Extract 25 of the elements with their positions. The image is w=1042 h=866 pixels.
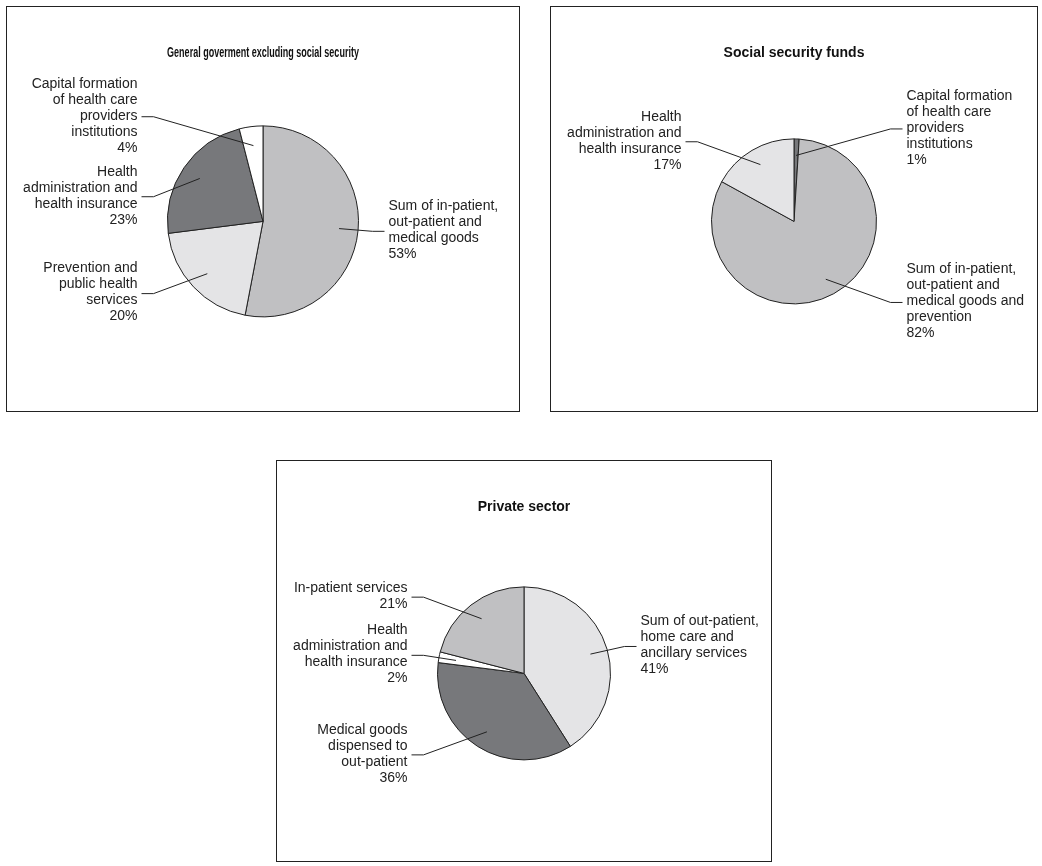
data-label: 20% [109,307,138,324]
slice-label: Health administration and health insurance [293,621,408,670]
slice-label: Sum of in-patient, out-patient and medical goods and prevention [906,260,1025,325]
slice-label: Capital formation of health care providers institutions [906,86,1013,151]
data-label: 17% [653,155,682,172]
slice-label: Capital formation of health care providers institutions [31,74,138,139]
data-label: 4% [117,138,138,155]
slice-label: In-patient services [293,579,408,596]
data-label: 36% [379,768,408,785]
data-label: 82% [906,324,935,341]
data-label: 21% [379,595,408,612]
data-label: 2% [387,669,408,686]
chart-title: Private sector [477,498,571,515]
chart-title: Social security funds [723,44,865,61]
data-label: 23% [109,210,138,227]
data-label: 41% [640,660,669,677]
data-label: 1% [906,150,927,167]
slice-label: Sum of out-patient, home care and ancillary services [640,612,759,661]
slice-label: Health administration and health insurance [567,107,682,156]
data-label: 53% [388,245,417,262]
slice-label: Prevention and public health services [43,259,138,308]
slice-label: Medical goods dispensed to out-patient [317,720,408,769]
slice-label: Sum of in-patient, out-patient and medical goods [388,197,499,246]
chart-title: General goverment excluding social security [167,44,360,60]
slice-label: Health administration and health insurance [23,162,138,211]
